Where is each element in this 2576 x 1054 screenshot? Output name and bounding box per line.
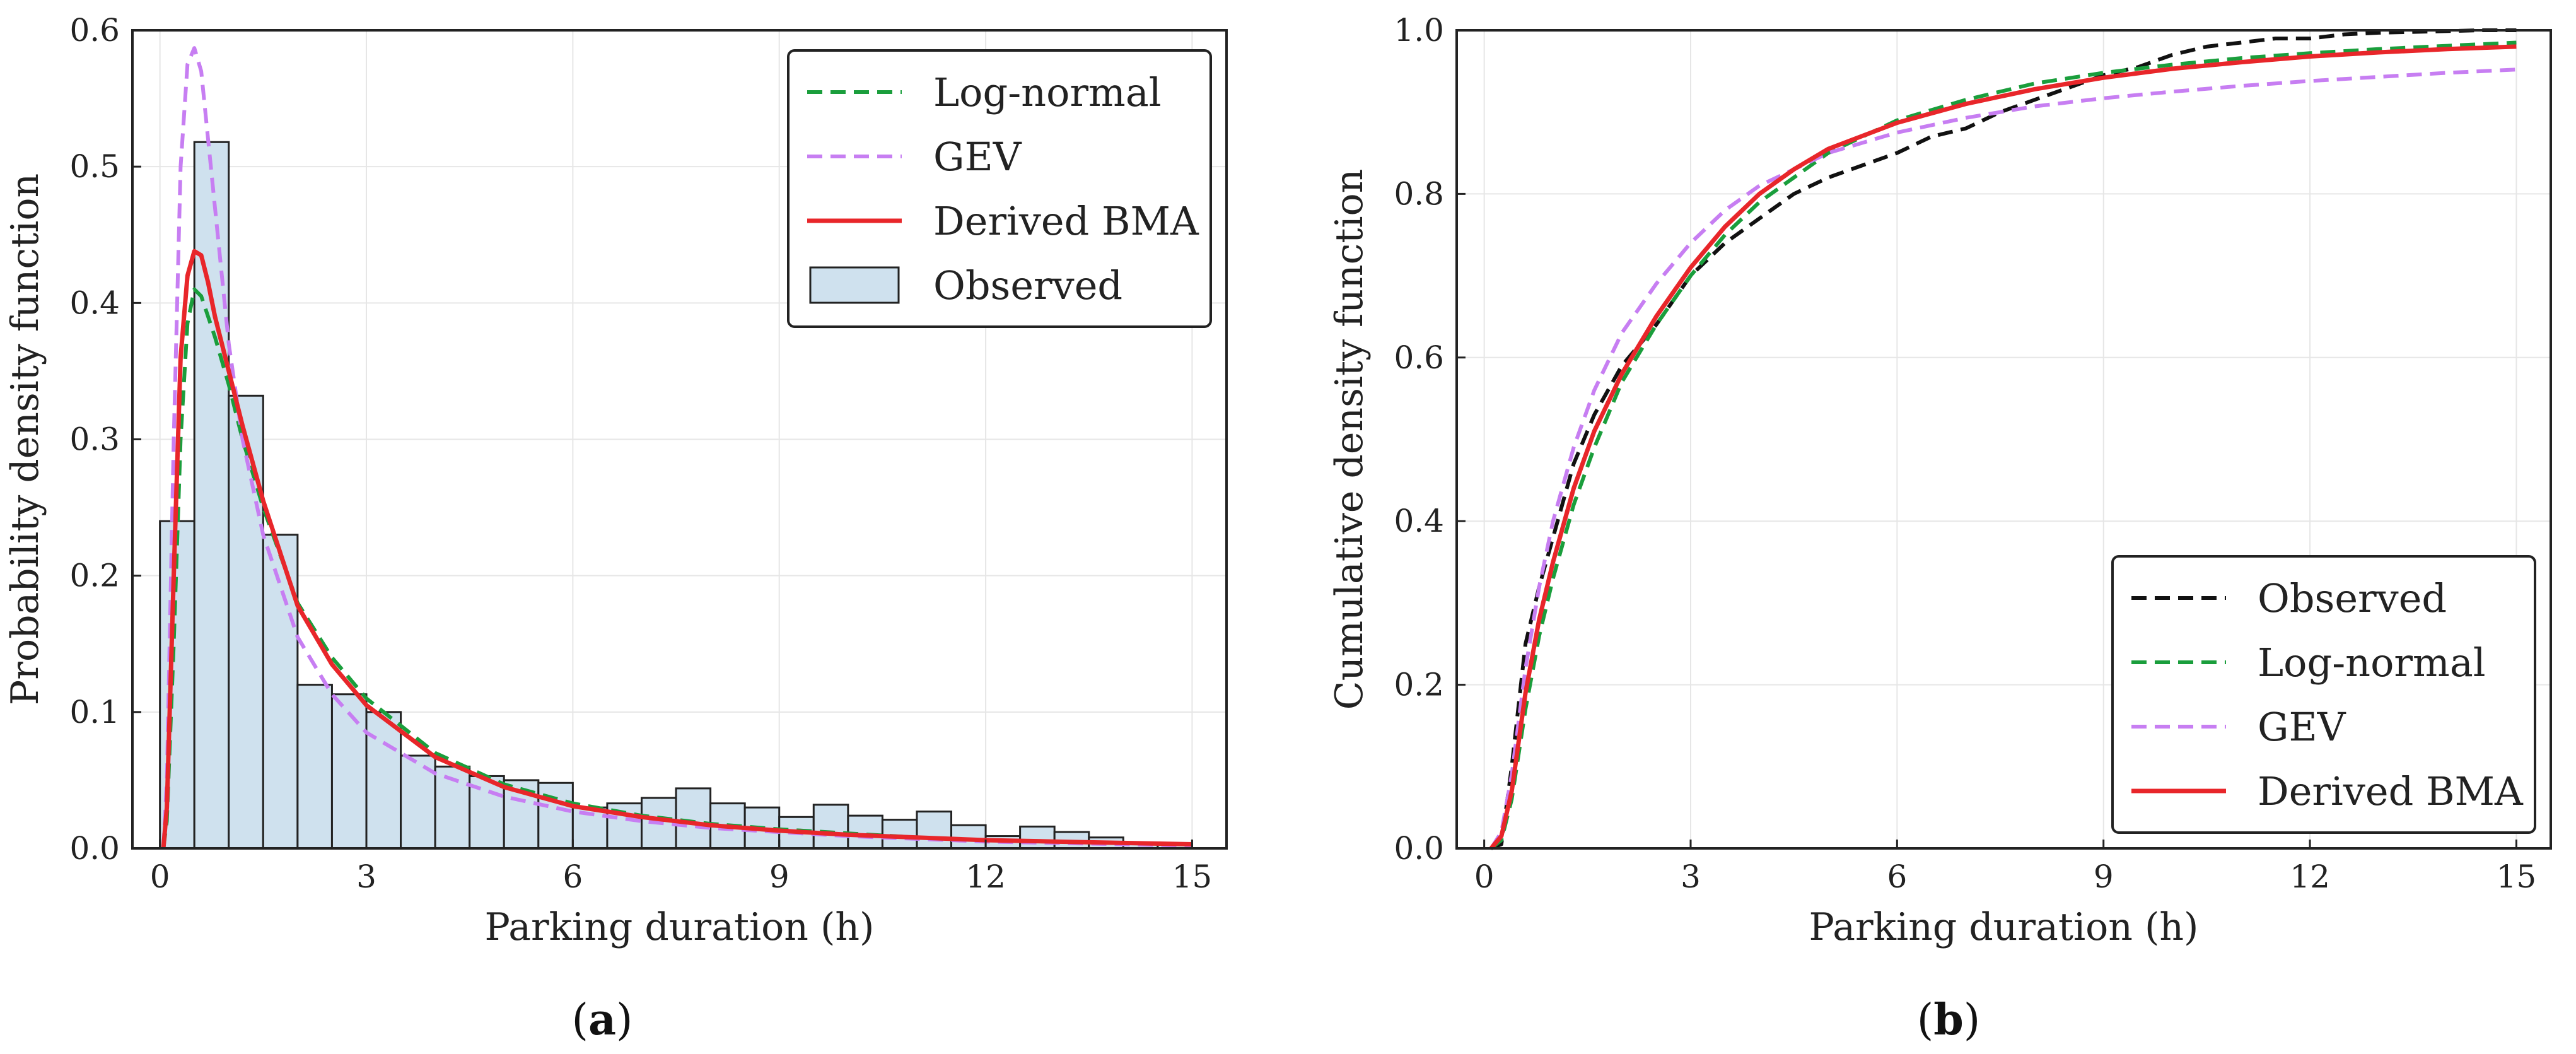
histogram-bar-4	[296, 684, 333, 850]
y-tick-label-0.5: 0.5	[69, 148, 120, 185]
x-tick-label-9: 9	[769, 858, 790, 895]
plot-frame-b	[1455, 29, 2552, 850]
histogram-bar-19	[812, 804, 849, 850]
x-tick-label-12: 12	[2290, 858, 2330, 895]
legend-label-gev: GEV	[2258, 704, 2346, 750]
legend-label-derived-bma: Derived BMA	[2258, 768, 2524, 814]
series-line-gev	[1489, 67, 2517, 850]
y-tick-label-0.1: 0.1	[69, 694, 120, 730]
y-axis-label-b: Cumulative density function	[1327, 169, 1372, 710]
histogram-bar-15	[675, 787, 712, 850]
legend-label-observed: Observed	[2258, 575, 2447, 621]
x-axis-label-b: Parking duration (h)	[1809, 905, 2199, 949]
chart-panel-a: 0 3 6 9 12 15 0.0 0.1 0.2 0.3 0.4 0.5 0.6 Parking du…	[3, 12, 1228, 1045]
y-tick-label-0.4: 0.4	[69, 284, 120, 321]
panel-label-b: (b)	[1917, 995, 1981, 1045]
x-tick-label-3: 3	[356, 858, 376, 895]
ticks-b: 0 3 6 9 12 15 0.0 0.2 0.4 0.6 0.8 1.0	[1394, 12, 2536, 895]
x-tick-label-0: 0	[1474, 858, 1495, 895]
y-tick-label-0.8: 0.8	[1394, 175, 1444, 212]
histogram-bar-5	[330, 693, 368, 850]
histogram-bar-25	[1019, 825, 1056, 850]
x-tick-label-9: 9	[2094, 858, 2114, 895]
legend-label-derived-bma: Derived BMA	[933, 198, 1199, 244]
panel-label-a: (a)	[571, 995, 632, 1045]
y-tick-label-0: 0.0	[69, 830, 120, 867]
series-lines-a	[161, 46, 1192, 849]
legend-label-log-normal: Log-normal	[2258, 640, 2486, 686]
chart-panel-b: 0 3 6 9 12 15 0.0 0.2 0.4 0.6 0.8 1.0 Parking durat…	[1327, 12, 2552, 1045]
x-tick-label-6: 6	[1887, 858, 1907, 895]
legend-box	[2111, 555, 2536, 834]
series-line-derived-bma	[1489, 44, 2517, 850]
histogram-bar-11	[537, 782, 574, 850]
y-tick-label-1: 1.0	[1394, 12, 1444, 49]
series-line-log-normal	[1489, 40, 2517, 850]
legend-label-gev: GEV	[933, 134, 1022, 180]
x-tick-label-15: 15	[2497, 858, 2537, 895]
y-tick-label-0.6: 0.6	[69, 12, 120, 49]
series-line-derived-bma	[161, 249, 1192, 849]
y-tick-label-0.6: 0.6	[1394, 339, 1444, 376]
legend-swatch-observed	[809, 266, 900, 304]
x-tick-label-15: 15	[1172, 858, 1213, 895]
x-tick-label-6: 6	[562, 858, 583, 895]
y-tick-label-0: 0.0	[1394, 830, 1444, 867]
histogram-bar-21	[881, 819, 918, 850]
x-tick-label-3: 3	[1681, 858, 1701, 895]
y-axis-label-a: Probability density function	[3, 173, 47, 705]
ticks-a: 0 3 6 9 12 15 0.0 0.1 0.2 0.3 0.4 0.5 0.6	[69, 12, 1212, 895]
panel-letter-b: b	[1933, 995, 1964, 1045]
panel-letter-a: a	[588, 995, 616, 1045]
y-tick-label-0.2: 0.2	[1394, 667, 1444, 703]
histogram-bar-23	[950, 824, 987, 850]
y-tick-label-0.2: 0.2	[69, 558, 120, 594]
x-tick-label-12: 12	[965, 858, 1006, 895]
y-tick-label-0.4: 0.4	[1394, 503, 1444, 539]
histogram-bar-22	[916, 811, 953, 850]
legend-a: Log-normal GEV Derived BMA Observed	[787, 49, 1212, 328]
y-tick-label-0.3: 0.3	[69, 421, 120, 458]
legend-label-log-normal: Log-normal	[933, 69, 1162, 115]
histogram-bar-1	[193, 141, 230, 850]
series-line-observed	[1490, 28, 2517, 850]
x-tick-label-0: 0	[150, 858, 170, 895]
legend-label-observed: Observed	[933, 262, 1122, 308]
legend-box	[787, 49, 1212, 328]
legend-b: Observed Log-normal GEV Derived BMA	[2111, 555, 2536, 834]
x-axis-label-a: Parking duration (h)	[485, 905, 875, 949]
histogram-bar-6	[365, 711, 402, 850]
series-lines-b	[1489, 28, 2517, 850]
histogram-bar-2	[228, 394, 264, 850]
